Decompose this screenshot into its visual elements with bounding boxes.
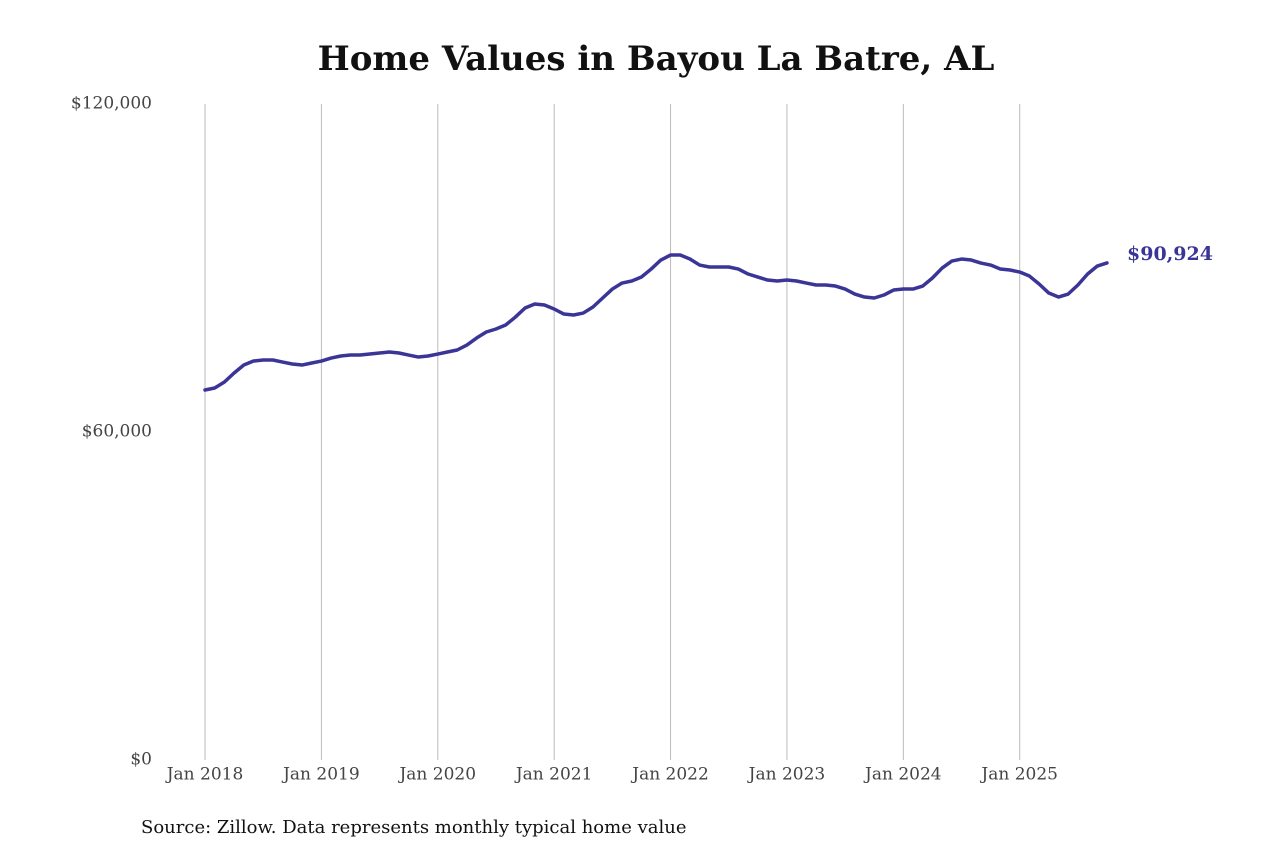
x-tick-label: Jan 2020 bbox=[397, 765, 476, 785]
x-tick-label: Jan 2022 bbox=[630, 765, 709, 785]
x-tick-label: Jan 2021 bbox=[514, 765, 593, 785]
chart-title: Home Values in Bayou La Batre, AL bbox=[318, 39, 995, 79]
line-series bbox=[203, 253, 1109, 392]
x-tick-label: Jan 2024 bbox=[863, 765, 942, 785]
end-value-label: $90,924 bbox=[1127, 243, 1213, 265]
y-tick-label: $120,000 bbox=[71, 94, 152, 114]
y-tick-label: $0 bbox=[130, 750, 152, 770]
y-tick-label: $60,000 bbox=[82, 422, 152, 442]
x-tick-label: Jan 2025 bbox=[979, 765, 1058, 785]
x-tick-label: Jan 2018 bbox=[165, 765, 244, 785]
x-tick-label: Jan 2023 bbox=[747, 765, 826, 785]
x-tick-label: Jan 2019 bbox=[281, 765, 360, 785]
source-note: Source: Zillow. Data represents monthly … bbox=[141, 817, 687, 838]
